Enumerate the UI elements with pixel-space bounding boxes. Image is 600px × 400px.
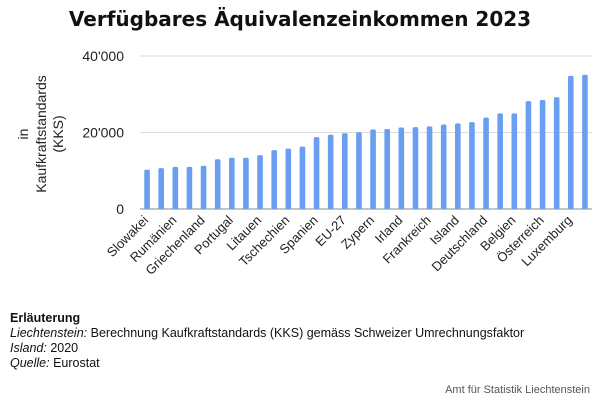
note-island: Island: 2020 xyxy=(10,341,524,356)
y-tick-label: 0 xyxy=(116,201,124,217)
bar-eu-27 xyxy=(342,133,348,209)
bar-kroatien xyxy=(214,159,221,209)
y-axis-ticks: 0 20'000 40'000 xyxy=(82,48,124,217)
y-tick-label: 40'000 xyxy=(82,48,124,64)
y-axis-label: in Kaufkraftstandards (KKS) xyxy=(15,75,66,193)
bar-österreich xyxy=(539,99,546,209)
note-island-label: Island: xyxy=(10,341,47,355)
y-axis-label-line: (KKS) xyxy=(50,115,66,152)
bar-norwegen xyxy=(525,101,532,209)
bars xyxy=(144,74,588,210)
bar-litauen xyxy=(257,155,263,209)
bar-ungarn xyxy=(186,166,193,209)
notes: Erläuterung Liechtenstein: Berechnung Ka… xyxy=(10,311,524,371)
y-tick-label: 20'000 xyxy=(82,125,124,141)
bar-schweiz xyxy=(553,97,560,209)
bar-lettland xyxy=(271,150,277,209)
bar-italien xyxy=(356,132,362,209)
bar-portugal xyxy=(229,157,235,209)
bar-deutschland xyxy=(483,117,489,209)
note-island-text: 2020 xyxy=(46,341,79,355)
bar-finnland xyxy=(412,127,419,209)
bar-slowenien xyxy=(327,134,334,209)
y-axis-label-line: in xyxy=(15,129,31,140)
bar-frankreich xyxy=(426,126,433,209)
bar-luxemburg xyxy=(568,75,574,209)
bar-slowakei xyxy=(144,169,150,209)
bar-bulgarien xyxy=(158,168,164,209)
bar-chart: 0 20'000 40'000 SlowakeiRumänienGriechenla… xyxy=(15,48,592,278)
note-source-text: Eurostat xyxy=(49,356,100,370)
notes-title: Erläuterung xyxy=(10,311,81,325)
bar-rumänien xyxy=(172,166,179,209)
bar-tschechien xyxy=(285,148,292,209)
bar-malta xyxy=(384,129,390,209)
bar-griechenland xyxy=(200,165,207,209)
bar-irland xyxy=(398,127,405,209)
bar-liechtenstein xyxy=(582,74,588,210)
note-liechtenstein: Liechtenstein: Berechnung Kaufkraftstand… xyxy=(10,326,524,341)
bar-niederlande xyxy=(497,113,503,209)
footer-source: Amt für Statistik Liechtenstein xyxy=(445,384,590,396)
chart-title: Verfügbares Äquivalenzeinkommen 2023 xyxy=(68,7,532,31)
note-source: Quelle: Eurostat xyxy=(10,356,524,371)
note-liechtenstein-label: Liechtenstein: xyxy=(10,326,88,340)
bar-island xyxy=(455,123,461,209)
bar-spanien xyxy=(313,137,320,209)
note-liechtenstein-text: Berechnung Kaufkraftstandards (KKS) gemä… xyxy=(87,326,525,340)
bar-dänemark xyxy=(469,122,475,209)
bar-estland xyxy=(243,157,249,209)
y-axis-label-line: Kaufkraftstandards xyxy=(33,75,49,193)
note-source-label: Quelle: xyxy=(10,356,50,370)
bar-schweden xyxy=(440,124,447,209)
bar-polen xyxy=(299,146,306,209)
grid-lines xyxy=(140,55,592,210)
bar-belgien xyxy=(511,113,518,209)
x-axis-ticks: SlowakeiRumänienGriechenlandPortugalLita… xyxy=(104,212,575,277)
bar-zypern xyxy=(370,129,376,209)
